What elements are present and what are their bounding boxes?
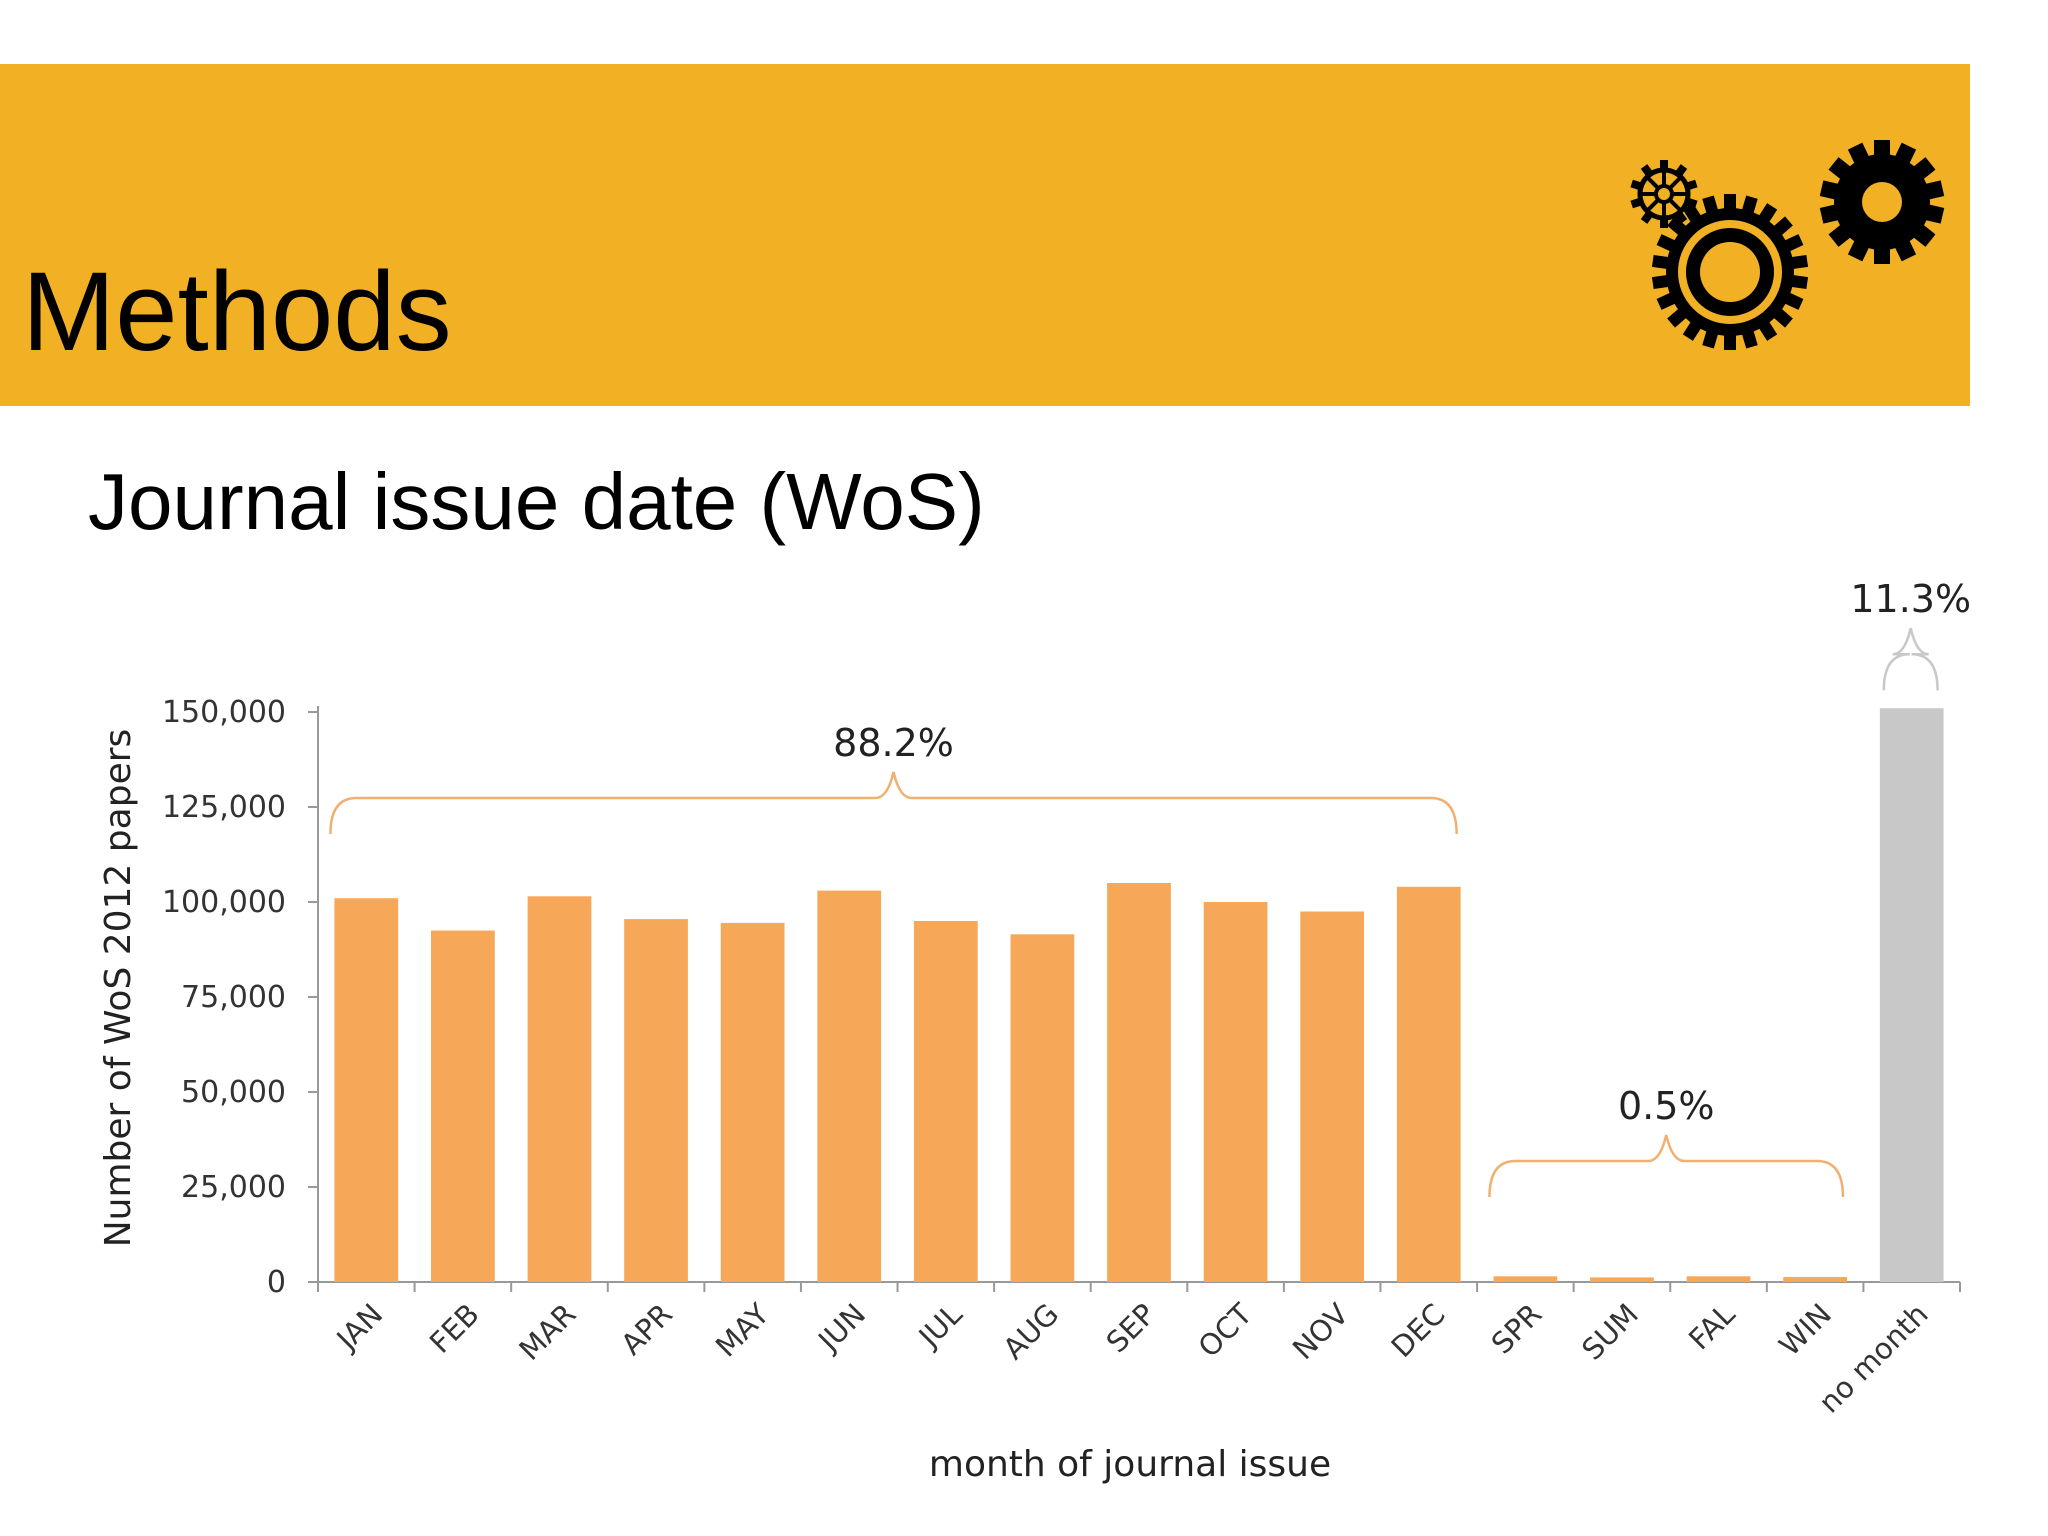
y-axis-title: Number of WoS 2012 papers — [98, 729, 139, 1248]
bar-no-month — [1879, 708, 1944, 1282]
bracket — [329, 771, 1458, 835]
x-tick-label: JAN — [329, 1297, 390, 1358]
x-tick-label: DEC — [1385, 1297, 1452, 1364]
y-tick-label: 25,000 — [181, 1170, 286, 1205]
x-tick-label: JUL — [911, 1297, 969, 1355]
y-tick-label: 100,000 — [162, 885, 286, 920]
x-axis-title: month of journal issue — [929, 1444, 1331, 1485]
x-tick-label: WIN — [1772, 1297, 1838, 1363]
bar-jun — [817, 890, 882, 1282]
x-tick-label: SEP — [1100, 1297, 1162, 1359]
y-tick-label: 50,000 — [181, 1075, 286, 1110]
bracket-label: 11.3% — [1850, 577, 1971, 621]
y-tick-label: 150,000 — [162, 695, 286, 730]
bars — [334, 708, 1944, 1282]
bracket — [1488, 1134, 1845, 1198]
bracket-label: 88.2% — [833, 721, 954, 765]
bar-aug — [1010, 934, 1075, 1282]
x-tick-label: OCT — [1192, 1297, 1259, 1364]
bar-spr — [1493, 1276, 1558, 1282]
x-tick-label: NOV — [1286, 1297, 1355, 1366]
bar-fal — [1686, 1276, 1751, 1282]
bracket-annotations: 88.2% 0.5% 11.3% — [329, 577, 1971, 1198]
x-tick-label: MAR — [512, 1297, 582, 1367]
bar-mar — [527, 896, 592, 1282]
y-tick-label: 0 — [267, 1265, 286, 1300]
x-tick-label: JUN — [810, 1297, 872, 1359]
x-tick-label: FAL — [1682, 1297, 1741, 1356]
x-tick-label: AUG — [996, 1297, 1065, 1366]
bracket-label: 0.5% — [1618, 1084, 1715, 1128]
bar-oct — [1203, 902, 1268, 1282]
small-gear — [1630, 160, 1698, 228]
bar-sum — [1590, 1277, 1654, 1282]
slide-title: Methods — [22, 249, 452, 374]
x-axis — [317, 1281, 1961, 1292]
y-tick-label: 75,000 — [181, 980, 286, 1015]
x-tick-labels: JAN FEB MAR APR MAY JUN JUL AUG SEP OCT NOV DEC SPR S… — [329, 1297, 1935, 1420]
y-tick-label: 125,000 — [162, 790, 286, 825]
bar-win — [1783, 1277, 1847, 1282]
bar-apr — [624, 919, 688, 1282]
bar-feb — [431, 930, 495, 1282]
slide-subtitle: Journal issue date (WoS) — [88, 457, 985, 546]
bracket — [1882, 627, 1939, 691]
bar-jul — [913, 921, 978, 1282]
bar-dec — [1396, 886, 1461, 1282]
bar-nov — [1300, 911, 1365, 1282]
right-gear — [1819, 140, 1945, 264]
bar-sep — [1107, 883, 1171, 1282]
bar-may — [720, 922, 785, 1282]
title-banner — [0, 64, 1970, 406]
x-tick-label: FEB — [423, 1297, 486, 1360]
y-axis: 0 25,000 50,000 75,000 100,000 125,000 150,000 — [162, 695, 319, 1300]
x-tick-label: APR — [614, 1297, 679, 1362]
x-tick-label: SPR — [1485, 1297, 1549, 1361]
gears-icon — [1630, 140, 1945, 350]
large-gear — [1651, 194, 1809, 350]
x-tick-label: MAY — [709, 1297, 776, 1364]
bar-jan — [334, 898, 399, 1282]
x-tick-label: SUM — [1575, 1297, 1645, 1367]
